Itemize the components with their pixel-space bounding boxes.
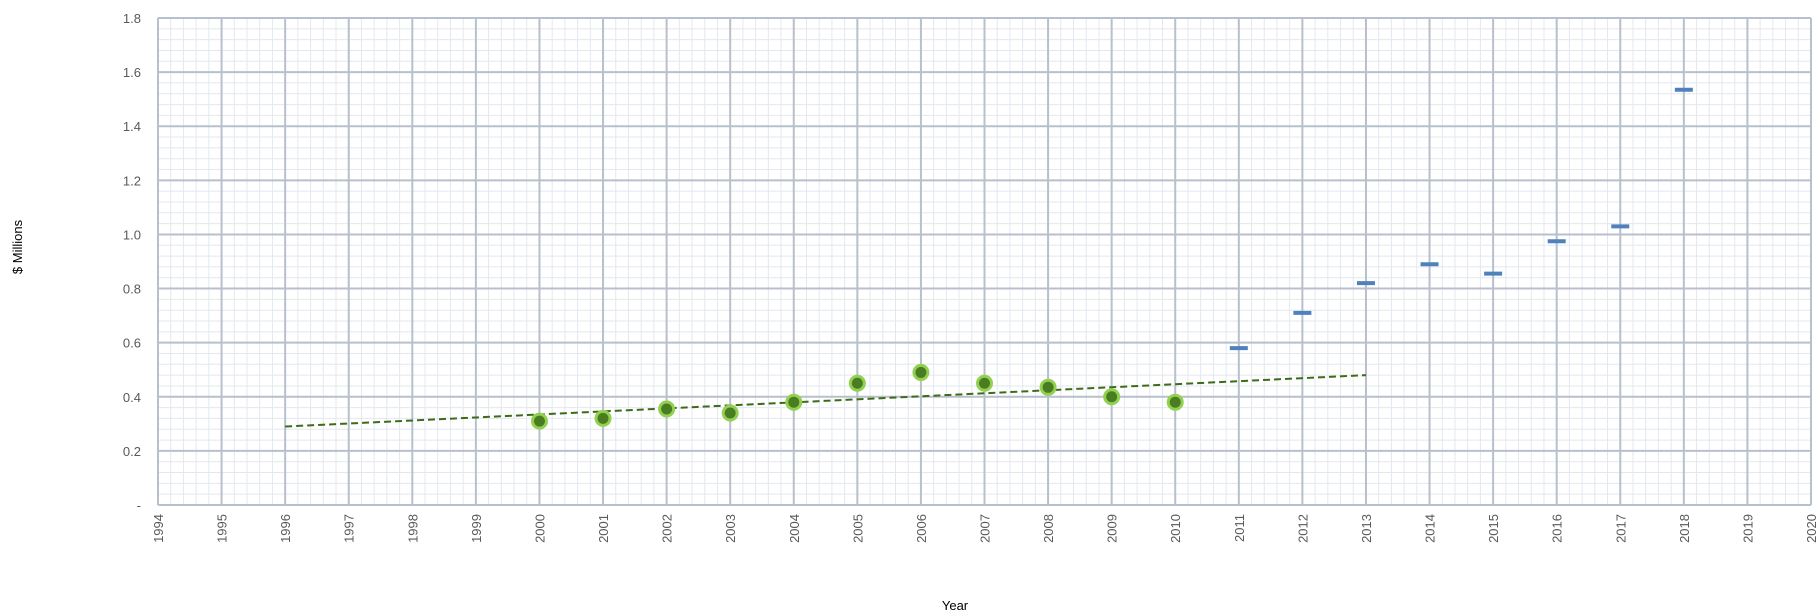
x-tick-label: 2003 [723,514,738,543]
data-point-actual [785,393,803,411]
x-tick-label: 2020 [1804,514,1817,543]
y-tick-label: 0.6 [123,336,141,351]
x-tick-label: 2005 [850,514,865,543]
x-tick-label: 2018 [1677,514,1692,543]
x-tick-label: 1999 [469,514,484,543]
x-tick-label: 2017 [1613,514,1628,543]
x-tick-label: 1998 [405,514,420,543]
y-tick-label: 0.8 [123,282,141,297]
x-tick-label: 1996 [278,514,293,543]
data-point-actual [912,363,930,381]
data-point-actual [1039,378,1057,396]
x-tick-label: 2019 [1740,514,1755,543]
x-tick-label: 2004 [787,514,802,543]
x-tick-label: 2013 [1359,514,1374,543]
y-tick-label: 1.6 [123,65,141,80]
x-tick-label: 2016 [1550,514,1565,543]
data-point-actual [1166,393,1184,411]
x-tick-label: 2014 [1423,514,1438,543]
x-tick-label: 1995 [215,514,230,543]
x-tick-label: 2015 [1486,514,1501,543]
data-point-actual [1103,388,1121,406]
y-tick-label: 1.0 [123,227,141,242]
y-tick-label: 1.4 [123,119,141,134]
x-axis-ticks: 1994 1995 1996 1997 1998 1999 2000 2001 2002 2003… [151,514,1817,543]
y-axis-ticks: - 0.2 0.4 0.6 0.8 1.0 1.2 1.4 1.6 1.8 [123,11,141,513]
y-tick-label: - [137,498,141,513]
data-point-actual [658,400,676,418]
series-layer [285,87,1693,430]
x-tick-label: 2009 [1105,514,1120,543]
x-tick-label: 2006 [914,514,929,543]
x-tick-label: 2001 [596,514,611,543]
x-axis-title: Year [942,598,969,613]
y-tick-label: 1.8 [123,11,141,26]
trendline [285,374,1367,428]
data-point-actual [848,374,866,392]
data-point-actual [530,412,548,430]
major-grid [157,17,1812,506]
x-tick-label: 1994 [151,514,166,543]
x-tick-label: 2002 [660,514,675,543]
x-tick-label: 2011 [1232,514,1247,542]
y-tick-label: 1.2 [123,173,141,188]
data-point-actual [594,409,612,427]
data-point-actual [976,374,993,392]
y-tick-label: 0.2 [123,444,141,459]
x-tick-label: 2008 [1041,514,1056,543]
x-tick-label: 2007 [978,514,993,543]
x-tick-label: 2000 [532,514,547,543]
data-point-actual [721,404,739,422]
x-tick-label: 2012 [1295,514,1310,543]
y-tick-label: 0.4 [123,390,141,405]
x-tick-label: 2010 [1168,514,1183,543]
y-axis-title: $ Millions [10,219,25,274]
x-tick-label: 1997 [342,514,357,543]
